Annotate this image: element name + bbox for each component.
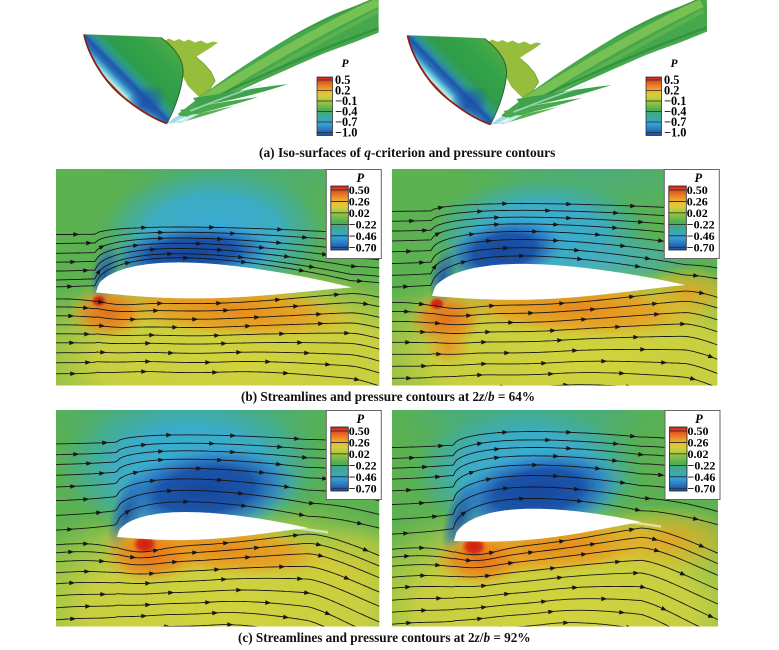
svg-text:P: P — [356, 171, 364, 185]
svg-text:0.2: 0.2 — [664, 83, 679, 97]
svg-text:−0.70: −0.70 — [349, 240, 377, 254]
svg-text:0.5: 0.5 — [335, 73, 350, 87]
svg-text:0.02: 0.02 — [349, 206, 370, 220]
svg-text:−0.1: −0.1 — [664, 94, 686, 108]
svg-text:0.50: 0.50 — [349, 183, 370, 197]
svg-text:0.02: 0.02 — [688, 447, 709, 461]
svg-text:−0.4: −0.4 — [335, 104, 357, 118]
svg-text:0.02: 0.02 — [349, 447, 370, 461]
svg-text:−0.46: −0.46 — [349, 229, 377, 243]
svg-text:0.50: 0.50 — [349, 424, 370, 438]
svg-text:0.50: 0.50 — [688, 424, 709, 438]
svg-text:−0.1: −0.1 — [335, 94, 357, 108]
svg-text:−0.46: −0.46 — [688, 470, 716, 484]
svg-text:−0.70: −0.70 — [688, 481, 716, 495]
svg-text:P: P — [341, 58, 349, 70]
svg-text:0.50: 0.50 — [687, 183, 708, 197]
svg-text:−0.22: −0.22 — [688, 458, 716, 472]
svg-text:−0.70: −0.70 — [349, 481, 377, 495]
svg-text:−0.46: −0.46 — [349, 470, 377, 484]
svg-text:−0.22: −0.22 — [349, 217, 377, 231]
svg-text:−0.7: −0.7 — [335, 115, 357, 129]
svg-text:0.26: 0.26 — [687, 194, 708, 208]
svg-text:−1.0: −1.0 — [664, 125, 686, 139]
svg-text:P: P — [670, 58, 678, 70]
svg-text:−0.70: −0.70 — [687, 240, 715, 254]
svg-text:−1.0: −1.0 — [335, 125, 357, 139]
svg-text:P: P — [356, 412, 364, 426]
svg-text:0.26: 0.26 — [349, 194, 370, 208]
svg-text:−0.22: −0.22 — [687, 217, 715, 231]
svg-text:0.2: 0.2 — [335, 83, 350, 97]
svg-text:0.5: 0.5 — [664, 73, 679, 87]
svg-text:−0.7: −0.7 — [664, 115, 686, 129]
svg-text:−0.4: −0.4 — [664, 104, 686, 118]
svg-text:0.26: 0.26 — [349, 435, 370, 449]
svg-text:0.26: 0.26 — [688, 435, 709, 449]
svg-text:−0.46: −0.46 — [687, 229, 715, 243]
svg-text:0.02: 0.02 — [687, 206, 708, 220]
svg-text:P: P — [695, 412, 703, 426]
svg-text:−0.22: −0.22 — [349, 458, 377, 472]
svg-text:P: P — [694, 171, 702, 185]
